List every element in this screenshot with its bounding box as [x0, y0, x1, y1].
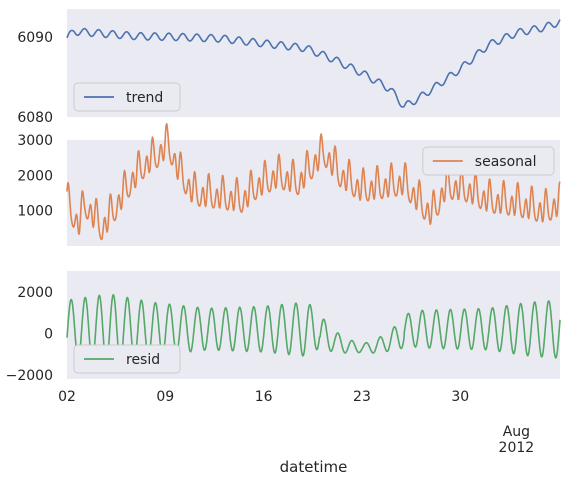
legend-label: trend	[126, 90, 163, 106]
x-tick-label: 30	[451, 389, 469, 405]
y-tick-label: 1000	[17, 204, 53, 220]
y-tick-label: 3000	[17, 133, 53, 149]
x-tick-label: 23	[353, 389, 371, 405]
y-tick-label: 6090	[17, 30, 53, 46]
y-tick-label: 2000	[17, 285, 53, 301]
x-tick-label: 09	[156, 389, 174, 405]
series-line-trend	[66, 19, 561, 108]
legend: resid	[73, 344, 181, 374]
legend: seasonal	[422, 146, 555, 176]
panel-resid: −2000 0 2000 resid	[6, 271, 561, 384]
legend-label: seasonal	[475, 154, 537, 170]
y-tick-label: 6080	[17, 110, 53, 126]
y-tick-label: −2000	[6, 368, 53, 384]
panel-seasonal: 1000 2000 3000 seasonal	[17, 122, 561, 246]
legend-frame	[73, 82, 181, 112]
x-tick-label: 16	[255, 389, 273, 405]
legend-label: resid	[126, 352, 160, 368]
series-line-seasonal	[66, 122, 561, 241]
x-tick-year-label: 2012	[499, 440, 535, 456]
legend: trend	[73, 82, 181, 112]
y-tick-label: 2000	[17, 168, 53, 184]
x-axis-label: datetime	[280, 458, 348, 476]
legend-frame	[422, 146, 555, 176]
legend-frame	[73, 344, 181, 374]
panel-trend: 6080 6090 trend	[17, 9, 561, 126]
y-tick-label: 0	[44, 326, 53, 342]
x-tick-label: 02	[58, 389, 76, 405]
x-tick-month-label: Aug	[503, 424, 530, 440]
